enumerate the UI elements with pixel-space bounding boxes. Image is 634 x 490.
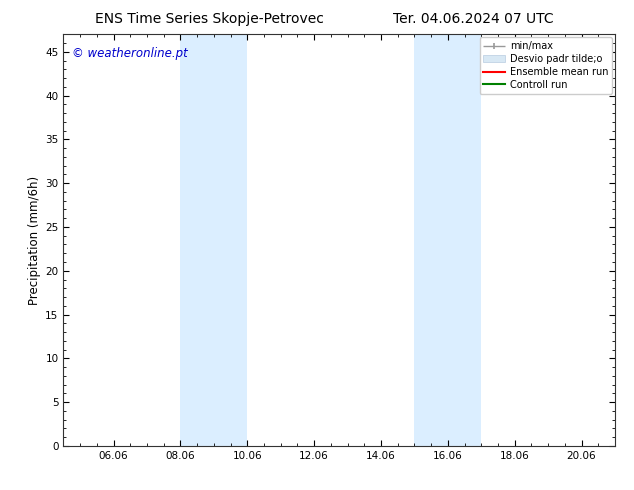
Text: Ter. 04.06.2024 07 UTC: Ter. 04.06.2024 07 UTC [393,12,553,26]
Text: © weatheronline.pt: © weatheronline.pt [72,47,188,60]
Legend: min/max, Desvio padr tilde;o, Ensemble mean run, Controll run: min/max, Desvio padr tilde;o, Ensemble m… [479,37,612,94]
Y-axis label: Precipitation (mm/6h): Precipitation (mm/6h) [28,175,41,305]
Bar [181,34,247,446]
Bar [415,34,481,446]
Text: ENS Time Series Skopje-Petrovec: ENS Time Series Skopje-Petrovec [95,12,324,26]
